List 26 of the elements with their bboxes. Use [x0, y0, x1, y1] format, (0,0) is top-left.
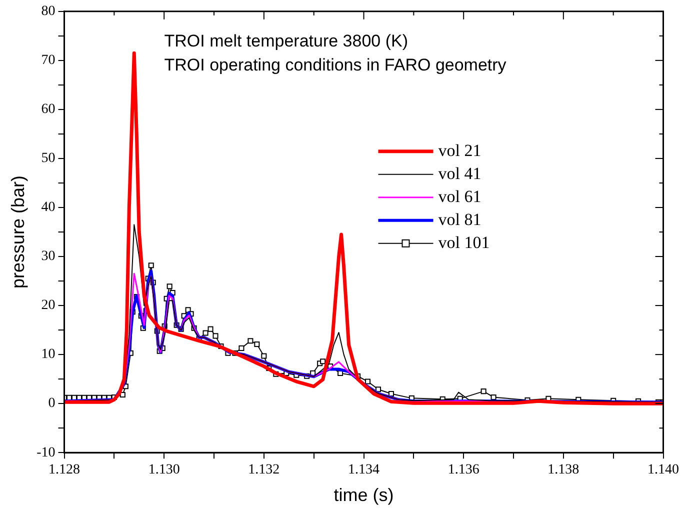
- y-tick-label: 20: [41, 298, 56, 314]
- x-axis-title: time (s): [334, 485, 394, 506]
- y-tick-label: 50: [41, 151, 56, 166]
- annotation: TROI operating conditions in FARO geometry: [164, 56, 507, 75]
- legend-label: vol 61: [438, 186, 482, 206]
- x-tick-label: 1.140: [648, 462, 679, 478]
- x-tick-label: 1.132: [248, 462, 280, 478]
- x-tick-label: 1.128: [48, 462, 80, 478]
- y-tick-label: 0: [48, 396, 56, 412]
- legend-label: vol 21: [438, 140, 482, 160]
- y-tick-label: 60: [41, 102, 56, 118]
- legend-label: vol 81: [438, 210, 482, 229]
- x-tick-label: 1.136: [448, 462, 480, 478]
- y-tick-label: 30: [41, 249, 56, 264]
- y-axis-title: pressure (bar): [8, 175, 28, 289]
- annotation: TROI melt temperature 3800 (K): [164, 32, 408, 51]
- x-tick-label: 1.130: [148, 462, 180, 478]
- y-tick-label: 40: [41, 200, 56, 216]
- y-tick-label: 70: [41, 53, 56, 68]
- legend-label: vol 41: [438, 164, 482, 183]
- y-tick-label: 10: [41, 347, 56, 362]
- x-tick-label: 1.138: [548, 462, 580, 478]
- x-tick-label: 1.134: [348, 462, 380, 478]
- legend-label: vol 101: [438, 232, 490, 252]
- y-tick-label: 80: [41, 4, 56, 20]
- y-tick-label: -10: [36, 445, 56, 460]
